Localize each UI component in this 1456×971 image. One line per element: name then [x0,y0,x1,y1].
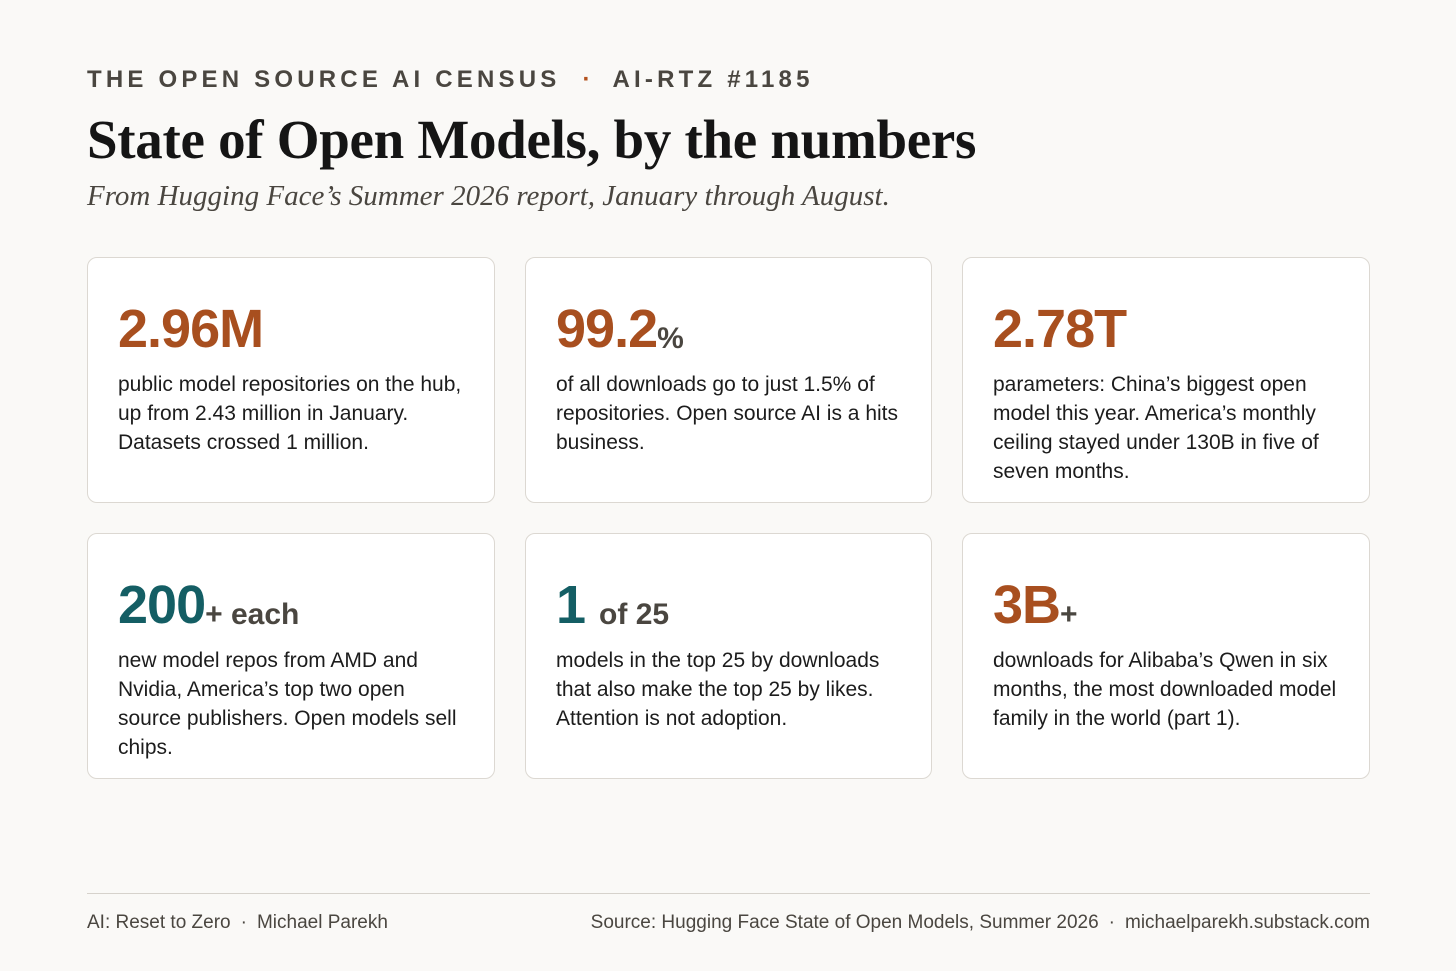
kicker-label: THE OPEN SOURCE AI CENSUS [87,66,561,93]
kicker-separator: · [582,66,591,93]
stat-description: downloads for Alibaba’s Qwen in six mont… [993,649,1337,730]
stat-card-parameters: 2.78T parameters: China’s biggest open m… [962,257,1370,503]
stat-card-model-repos: 2.96M public model repositories on the h… [87,257,495,503]
footer-divider [87,893,1370,894]
stat-card-qwen-downloads: 3B + downloads for Alibaba’s Qwen in six … [962,533,1370,779]
stat-description: parameters: China’s biggest open model t… [993,373,1319,483]
publication-name: AI: Reset to Zero [87,912,231,933]
stat-figure: 99.2% [556,288,901,356]
stat-figure: 2.78T [993,288,1339,356]
stat-card-downloads-share: 99.2% of all downloads go to just 1.5% o… [525,257,932,503]
stat-suffix: % [657,322,684,355]
stat-figure: 1 of 25 [556,564,901,632]
site-url: michaelparekh.substack.com [1125,912,1370,933]
kicker: THE OPEN SOURCE AI CENSUS · AI-RTZ #1185 [87,66,814,94]
stat-value: 2.78T [993,299,1127,359]
stat-description: models in the top 25 by downloads that a… [556,649,880,730]
stat-card-top-25-overlap: 1 of 25 models in the top 25 by downloads… [525,533,932,779]
stat-figure: 3B + [993,564,1339,632]
stat-value: 2.96M [118,299,264,359]
stat-value: 3B [993,575,1061,635]
page-subtitle: From Hugging Face’s Summer 2026 report, … [87,180,890,212]
page: THE OPEN SOURCE AI CENSUS · AI-RTZ #1185 S… [87,0,1370,971]
author-name: Michael Parekh [256,912,388,933]
stat-value: 1 [556,575,586,635]
footer-credits: AI: Reset to Zero · Michael Parekh [87,912,388,934]
issue-number: AI-RTZ #1185 [612,66,814,93]
stat-card-new-repos: 200 + each new model repos from AMD and N… [87,533,495,779]
stat-suffix: + each [205,598,300,631]
stat-description: public model repositories on the hub, up… [118,373,462,454]
stat-description: new model repos from AMD and Nvidia, Ame… [118,649,457,759]
source-text: Source: Hugging Face State of Open Model… [590,912,1099,933]
stat-description: of all downloads go to just 1.5% of repo… [556,373,898,454]
stat-suffix: + [1060,598,1078,631]
stat-suffix: of 25 [599,598,670,631]
stat-figure: 2.96M [118,288,464,356]
stat-grid: 2.96M public model repositories on the h… [87,257,1370,779]
stat-value: 99.2 [556,299,658,359]
footer-separator: · [240,912,247,933]
page-title: State of Open Models, by the numbers [87,109,977,170]
stat-value: 200 [118,575,206,635]
footer-source: Source: Hugging Face State of Open Model… [591,912,1370,934]
footer-separator: · [1108,912,1115,933]
stat-figure: 200 + each [118,564,464,632]
